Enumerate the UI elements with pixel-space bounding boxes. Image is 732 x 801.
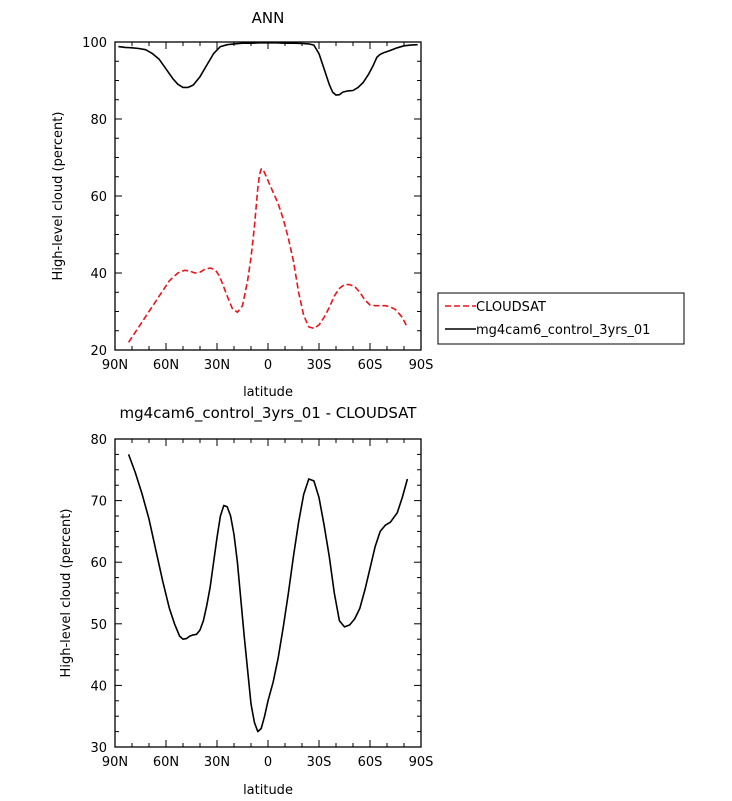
top-x-tick-label: 90S [409,358,434,373]
bottom-panel: mg4cam6_control_3yrs_01 - CLOUDSAT 90N 60… [59,404,433,798]
bottom-x-tick-label: 60N [153,755,179,770]
bottom-y-tick-label: 70 [90,495,107,510]
bottom-x-tick-label: 60S [358,755,383,770]
legend-label-cloudsat: CLOUDSAT [476,300,546,315]
bottom-y-tick-label: 40 [90,679,107,694]
bottom-ticks: 90N 60N 30N 0 30S 60S 90S 30 40 50 60 70 80 [90,433,433,770]
bottom-y-tick-label: 60 [90,556,107,571]
top-x-tick-label: 90N [102,358,128,373]
bottom-x-tick-label: 0 [264,755,272,770]
top-plot-frame [114,41,422,351]
bottom-title: mg4cam6_control_3yrs_01 - CLOUDSAT [120,404,418,423]
bottom-x-tick-label: 30N [204,755,230,770]
legend-label-model: mg4cam6_control_3yrs_01 [476,323,650,338]
top-x-tick-label: 0 [264,358,272,373]
top-x-tick-label: 30N [204,358,230,373]
top-y-tick-label: 100 [82,36,107,51]
top-series-line-cloudsat [127,168,409,343]
top-series [118,41,418,343]
bottom-y-tick-label: 30 [90,741,107,756]
top-x-tick-label: 60N [153,358,179,373]
bottom-y-axis-label: High-level cloud (percent) [59,509,74,678]
legend: CLOUDSAT mg4cam6_control_3yrs_01 [437,292,685,345]
bottom-x-tick-label: 90S [409,755,434,770]
bottom-series [127,454,409,733]
top-ticks: 90N 60N 30N 0 30S 60S 90S 20 40 60 80 100 [82,36,433,373]
top-y-axis-label: High-level cloud (percent) [51,112,66,281]
top-y-tick-label: 80 [90,113,107,128]
legend-box [437,292,685,345]
top-x-tick-label: 30S [307,358,332,373]
top-y-tick-label: 40 [90,267,107,282]
bottom-y-tick-label: 50 [90,618,107,633]
top-x-tick-label: 60S [358,358,383,373]
bottom-x-axis-label: latitude [243,783,293,798]
top-series-line-mg4cam6-control-3yrs-01 [118,41,418,96]
top-panel: ANN 90N 60N 30N 0 30S 60S 90S 20 40 60 80 100 latit… [51,9,433,400]
top-y-tick-label: 60 [90,190,107,205]
bottom-x-tick-label: 30S [307,755,332,770]
top-title: ANN [252,9,285,27]
bottom-series-line-difference [127,454,409,733]
top-y-tick-label: 20 [90,344,107,359]
bottom-x-tick-label: 90N [102,755,128,770]
bottom-y-tick-label: 80 [90,433,107,448]
top-x-axis-label: latitude [243,385,293,400]
